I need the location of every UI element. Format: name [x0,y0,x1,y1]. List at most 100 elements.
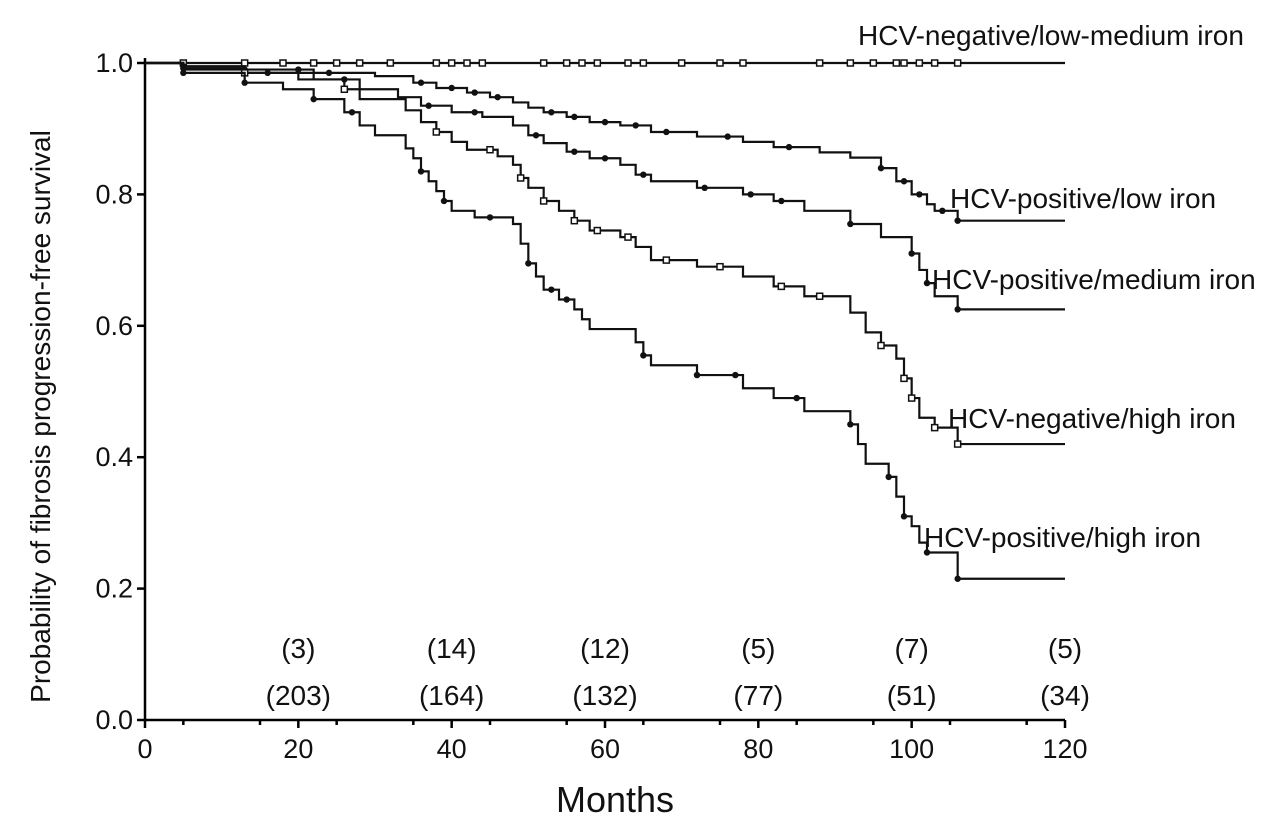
censor-mark [295,66,302,73]
censor-mark [900,59,908,67]
censor-mark [907,394,916,402]
x-tick-label: 100 [889,734,934,764]
censor-mark [892,59,901,67]
series-label: HCV-negative/high iron [948,403,1236,434]
censor-mark [916,191,923,198]
series-label: HCV-positive/high iron [924,522,1201,553]
censor-mark [417,168,425,175]
x-tick-label: 40 [437,734,467,764]
censor-mark [548,109,555,116]
x-tick-label: 120 [1042,734,1087,764]
censor-mark [954,575,961,582]
censor-mark [516,174,525,182]
censor-mark [847,220,854,228]
censor-mark [908,250,915,257]
censor-mark [930,59,939,67]
at-risk-count: (34) [1040,680,1090,711]
censor-mark [923,549,931,556]
censor-mark [425,102,432,109]
censor-mark [900,178,908,185]
censor-mark [847,421,854,428]
x-axis-title: Months [556,779,674,820]
censor-mark [900,513,908,520]
censor-mark [693,371,701,379]
series-layer [145,59,1065,582]
y-tick-label: 0.6 [95,311,133,341]
censor-mark [869,59,878,67]
censor-mark [777,282,786,291]
censor-mark [593,226,602,235]
censor-mark [915,59,924,67]
censor-mark [563,296,570,303]
censor-mark [885,473,892,481]
censor-mark [525,260,532,267]
censor-mark [325,69,333,77]
censor-mark [539,59,548,67]
censor-mark [340,85,349,94]
censor-mark [663,128,670,136]
censor-mark [954,217,961,224]
censor-mark [724,133,731,140]
censor-mark [639,59,648,67]
censor-mark [279,59,287,67]
censor-mark [624,59,632,67]
y-tick-label: 0.8 [95,179,133,209]
censor-mark [478,59,487,67]
at-risk-table: (3) (203) (14) (164) (12) (132) (5) (77) (7) (51)… [266,633,1090,711]
series-2 [145,61,1065,313]
series-line [145,61,1065,446]
censor-mark [332,59,341,67]
series-0 [145,59,1065,67]
censor-mark [601,155,609,162]
censor-mark [471,89,478,96]
censor-mark [539,197,548,205]
series-label: HCV-positive/low iron [950,183,1216,214]
series-4 [145,61,1065,582]
censor-mark [471,109,478,116]
y-tick-label: 0.4 [95,442,133,472]
series-line [145,61,1065,580]
censor-mark [701,184,708,192]
axes: 0 20 40 60 80 100 120 0.0 0.2 0.4 0.6 0.8 1.0 Months P… [25,48,1088,820]
censor-mark [716,59,724,67]
censor-mark [486,145,494,154]
censor-mark [778,197,785,205]
censor-mark [815,292,824,300]
censor-mark [732,371,739,379]
censor-mark [440,197,448,205]
y-axis-title: Probability of fibrosis progression-free… [25,130,56,703]
censor-mark [747,191,754,198]
censor-mark [447,59,456,67]
censor-mark [417,79,425,86]
x-tick-label: 20 [283,734,313,764]
x-tick-label: 80 [743,734,773,764]
censor-mark [241,79,248,86]
at-risk-count: (77) [733,680,783,711]
y-tick-label: 0.0 [95,705,133,735]
censor-mark [640,171,647,178]
series-label: HCV-positive/medium iron [932,264,1256,295]
censor-mark [548,286,555,293]
censor-mark [877,164,885,172]
censor-mark [953,59,962,67]
censor-mark [310,95,317,103]
at-risk-count: (132) [572,680,637,711]
at-risk-count: (203) [266,680,331,711]
series-line [145,61,1065,311]
censor-mark [716,262,724,271]
censor-mark [432,128,441,136]
censor-mark [571,113,578,121]
censor-mark [309,59,318,67]
censor-mark [793,394,800,402]
censor-mark [923,279,931,287]
at-risk-count: (51) [887,680,937,711]
censor-mark [640,352,647,359]
censor-mark [240,59,249,67]
censor-mark [532,132,540,139]
series-3 [145,61,1065,448]
censor-mark [939,207,946,215]
series-label: HCV-negative/low-medium iron [858,20,1244,51]
censor-mark [815,59,824,67]
x-tick-label: 60 [590,734,620,764]
